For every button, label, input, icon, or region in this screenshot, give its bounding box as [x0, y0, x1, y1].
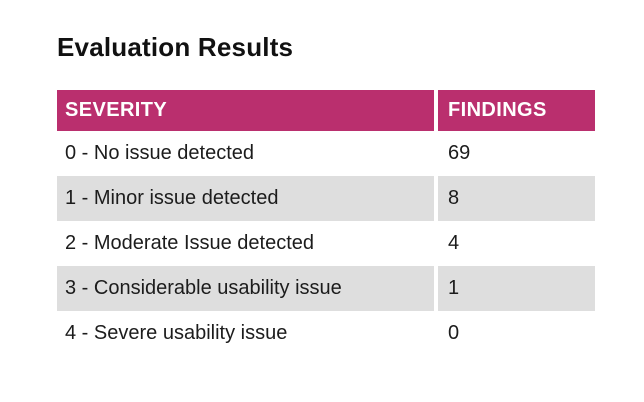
table-row-findings-4: 0 [438, 311, 595, 356]
table-row-findings-1: 8 [438, 176, 595, 221]
evaluation-results-table: SEVERITY FINDINGS 0 - No issue detected … [57, 90, 595, 356]
evaluation-results-section: Evaluation Results SEVERITY FINDINGS 0 -… [57, 32, 595, 356]
table-row-findings-3: 1 [438, 266, 595, 311]
table-row-severity-2: 2 - Moderate Issue detected [57, 221, 434, 266]
table-row-findings-0: 69 [438, 131, 595, 176]
column-header-findings: FINDINGS [438, 90, 595, 131]
table-row-severity-1: 1 - Minor issue detected [57, 176, 434, 221]
table-row-severity-0: 0 - No issue detected [57, 131, 434, 176]
page-title: Evaluation Results [57, 32, 294, 62]
column-header-severity: SEVERITY [57, 90, 434, 131]
table-row-severity-3: 3 - Considerable usability issue [57, 266, 434, 311]
table-row-findings-2: 4 [438, 221, 595, 266]
table-row-severity-4: 4 - Severe usability issue [57, 311, 434, 356]
